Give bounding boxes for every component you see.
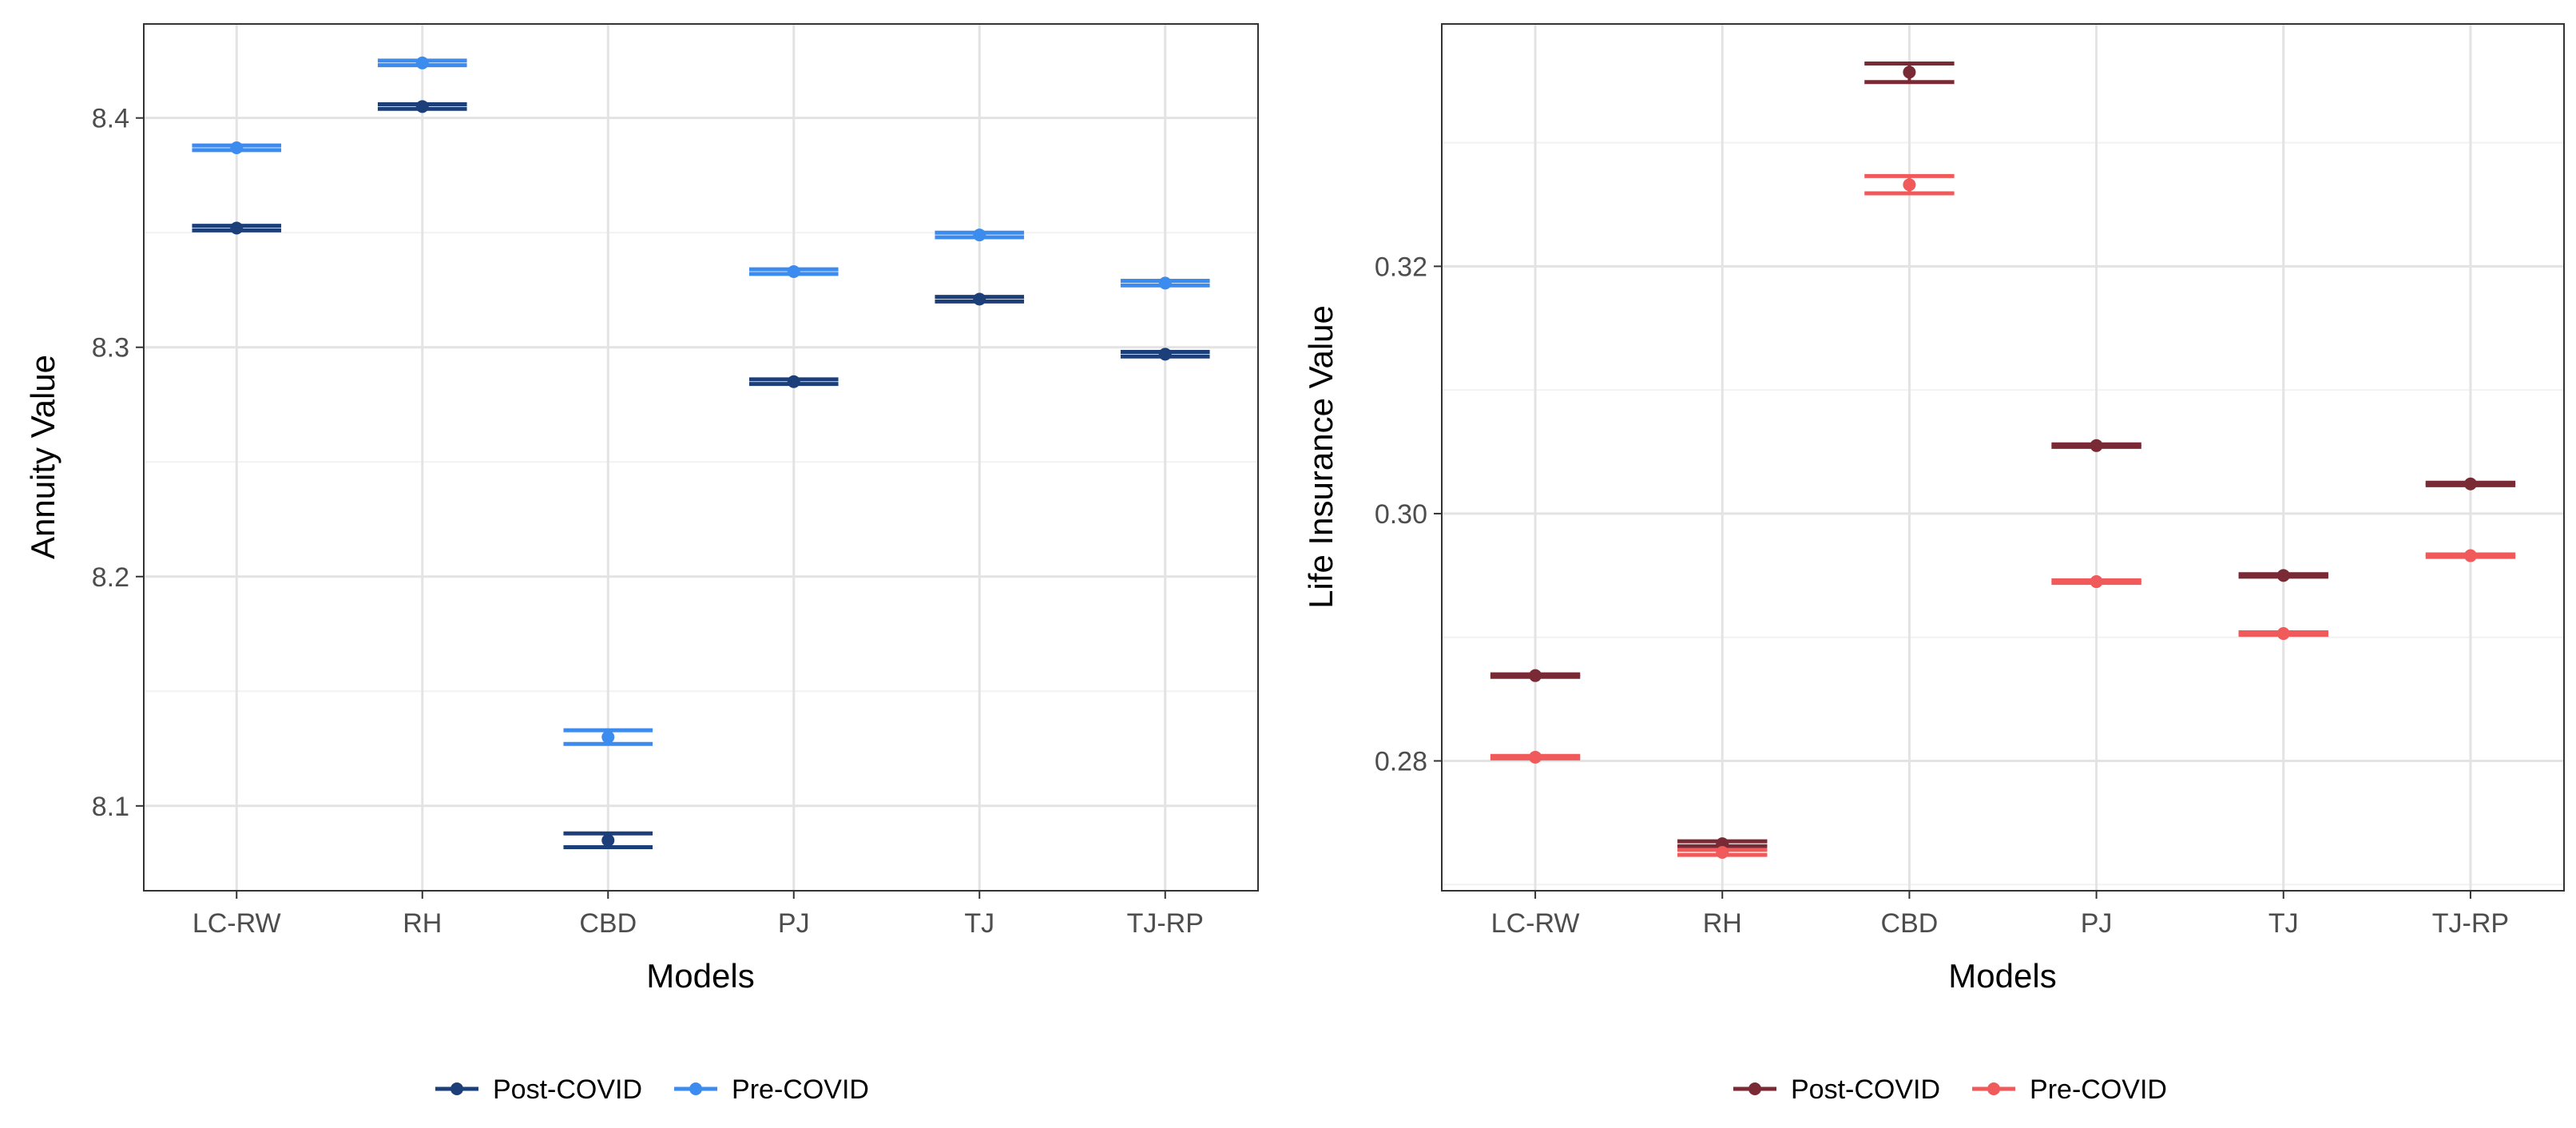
life-insurance-x-tick-label: TJ-RP xyxy=(2432,908,2509,939)
annuity-point xyxy=(787,375,800,388)
life-insurance-y-tick-label: 0.32 xyxy=(1375,252,1427,282)
annuity-x-tick-label: TJ xyxy=(964,908,994,939)
annuity-x-tick-label: RH xyxy=(403,908,442,939)
life-insurance-y-ticks: 0.28 0.30 0.32 xyxy=(1375,252,1442,776)
annuity-plot-background xyxy=(144,24,1258,891)
life-insurance-point xyxy=(1716,846,1729,860)
annuity-y-tick-label: 8.4 xyxy=(92,104,129,134)
annuity-point xyxy=(415,100,429,113)
annuity-point xyxy=(1158,348,1172,361)
annuity-legend-label: Pre-COVID xyxy=(732,1074,869,1105)
annuity-point xyxy=(230,221,244,235)
annuity-y-axis-title: Annuity Value xyxy=(24,355,62,559)
life-insurance-x-tick-label: PJ xyxy=(2081,908,2113,939)
life-insurance-point xyxy=(1903,178,1916,192)
life-insurance-x-tick-label: RH xyxy=(1703,908,1742,939)
life-insurance-point xyxy=(2090,575,2103,589)
annuity-x-axis-title: Models xyxy=(646,957,754,995)
annuity-legend-label: Post-COVID xyxy=(493,1074,642,1105)
annuity-x-ticks: LC-RW RH CBD PJ TJ TJ-RP xyxy=(193,891,1204,939)
annuity-x-tick-label: LC-RW xyxy=(193,908,281,939)
annuity-major-gridlines xyxy=(144,24,1258,891)
annuity-x-tick-label: TJ-RP xyxy=(1127,908,1204,939)
annuity-y-ticks: 8.1 8.2 8.3 8.4 xyxy=(92,104,144,822)
life-insurance-minor-gridlines xyxy=(1442,141,2564,886)
annuity-point xyxy=(415,56,429,70)
annuity-point xyxy=(230,141,244,154)
life-insurance-point xyxy=(1903,66,1916,79)
annuity-minor-gridlines xyxy=(144,232,1258,693)
life-insurance-point xyxy=(1529,669,1542,682)
life-insurance-legend-key-point xyxy=(1987,1082,2001,1095)
annuity-marks xyxy=(192,56,1210,849)
life-insurance-point xyxy=(2276,569,2290,582)
annuity-y-tick-label: 8.2 xyxy=(92,562,129,593)
life-insurance-y-tick-label: 0.30 xyxy=(1375,499,1427,530)
annuity-legend-key-point xyxy=(689,1082,703,1095)
annuity-panel: 8.18.28.38.4 LC-RW RH CBD PJ TJ TJ-RP Models … xyxy=(24,23,1259,1105)
annuity-point xyxy=(787,265,800,278)
annuity-point xyxy=(601,730,615,744)
annuity-point xyxy=(601,833,615,847)
life-insurance-major-gridlines xyxy=(1442,24,2564,891)
life-insurance-point xyxy=(2463,477,2477,491)
annuity-plot-border xyxy=(143,23,1259,892)
annuity-y-tick-label: 8.3 xyxy=(92,333,129,363)
annuity-legend: Post-COVID Pre-COVID xyxy=(435,1074,869,1105)
life-insurance-marks xyxy=(1490,62,2516,860)
life-insurance-legend-key-point xyxy=(1748,1082,1761,1095)
life-insurance-legend: Post-COVID Pre-COVID xyxy=(1733,1074,2167,1105)
life-insurance-y-axis-title: Life Insurance Value xyxy=(1302,305,1340,609)
annuity-x-tick-label: PJ xyxy=(778,908,810,939)
life-insurance-y-tick-label: 0.28 xyxy=(1375,746,1427,776)
life-insurance-legend-label: Post-COVID xyxy=(1791,1074,1940,1105)
life-insurance-point xyxy=(2276,627,2290,641)
annuity-point xyxy=(1158,276,1172,290)
life-insurance-legend-label: Pre-COVID xyxy=(2030,1074,2167,1105)
annuity-x-tick-label: CBD xyxy=(579,908,637,939)
life-insurance-x-tick-label: TJ xyxy=(2268,908,2299,939)
annuity-point xyxy=(973,292,986,306)
life-insurance-point xyxy=(1529,750,1542,764)
life-insurance-x-tick-label: LC-RW xyxy=(1491,908,1580,939)
annuity-legend-key-point xyxy=(451,1082,463,1095)
life-insurance-x-tick-label: CBD xyxy=(1881,908,1939,939)
life-insurance-point xyxy=(2090,439,2103,452)
life-insurance-x-ticks: LC-RW RH CBD PJ TJ TJ-RP xyxy=(1491,891,2509,939)
life-insurance-x-axis-title: Models xyxy=(1948,957,2056,995)
annuity-point xyxy=(973,228,986,242)
annuity-y-tick-label: 8.1 xyxy=(92,792,129,822)
life-insurance-plot-border xyxy=(1441,23,2565,892)
life-insurance-point xyxy=(2463,549,2477,562)
life-insurance-panel: 0.280.300.32 LC-RW RH CBD PJ TJ TJ-RP Models … xyxy=(1302,23,2565,1105)
life-insurance-plot-background xyxy=(1442,24,2564,891)
